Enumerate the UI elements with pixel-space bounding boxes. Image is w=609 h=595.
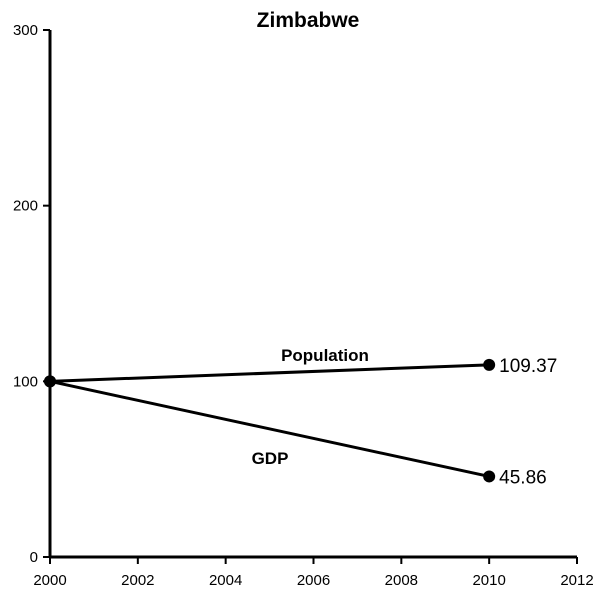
- y-tick-label: 0: [30, 549, 38, 566]
- x-tick-label: 2006: [297, 572, 330, 589]
- data-label-gdp: 45.86: [499, 467, 547, 488]
- data-point-gdp: [483, 470, 496, 483]
- series-label-population: Population: [281, 346, 369, 365]
- chart-title: Zimbabwe: [257, 9, 360, 32]
- y-tick-label: 200: [13, 198, 38, 215]
- data-label-population: 109.37: [499, 356, 557, 377]
- x-tick-label: 2000: [33, 572, 66, 589]
- data-point-gdp: [44, 375, 56, 388]
- axes: 0 100 200 300 2000 2002 2004 2006 2008 2010 2012: [13, 22, 594, 589]
- x-tick-label: 2008: [385, 572, 418, 589]
- x-tick-label: 2002: [121, 572, 154, 589]
- series-label-gdp: GDP: [252, 449, 289, 468]
- y-tick-label: 300: [13, 22, 38, 39]
- series-line-gdp: [49, 379, 490, 478]
- data-point-population: [483, 358, 496, 371]
- y-tick-label: 100: [13, 373, 38, 390]
- x-tick-label: 2004: [209, 572, 242, 589]
- x-tick-label: 2012: [560, 572, 593, 589]
- series-line-population: [49, 363, 490, 383]
- x-tick-label: 2010: [472, 572, 505, 589]
- series-lines: Population 109.37 GDP 45.86: [44, 346, 557, 488]
